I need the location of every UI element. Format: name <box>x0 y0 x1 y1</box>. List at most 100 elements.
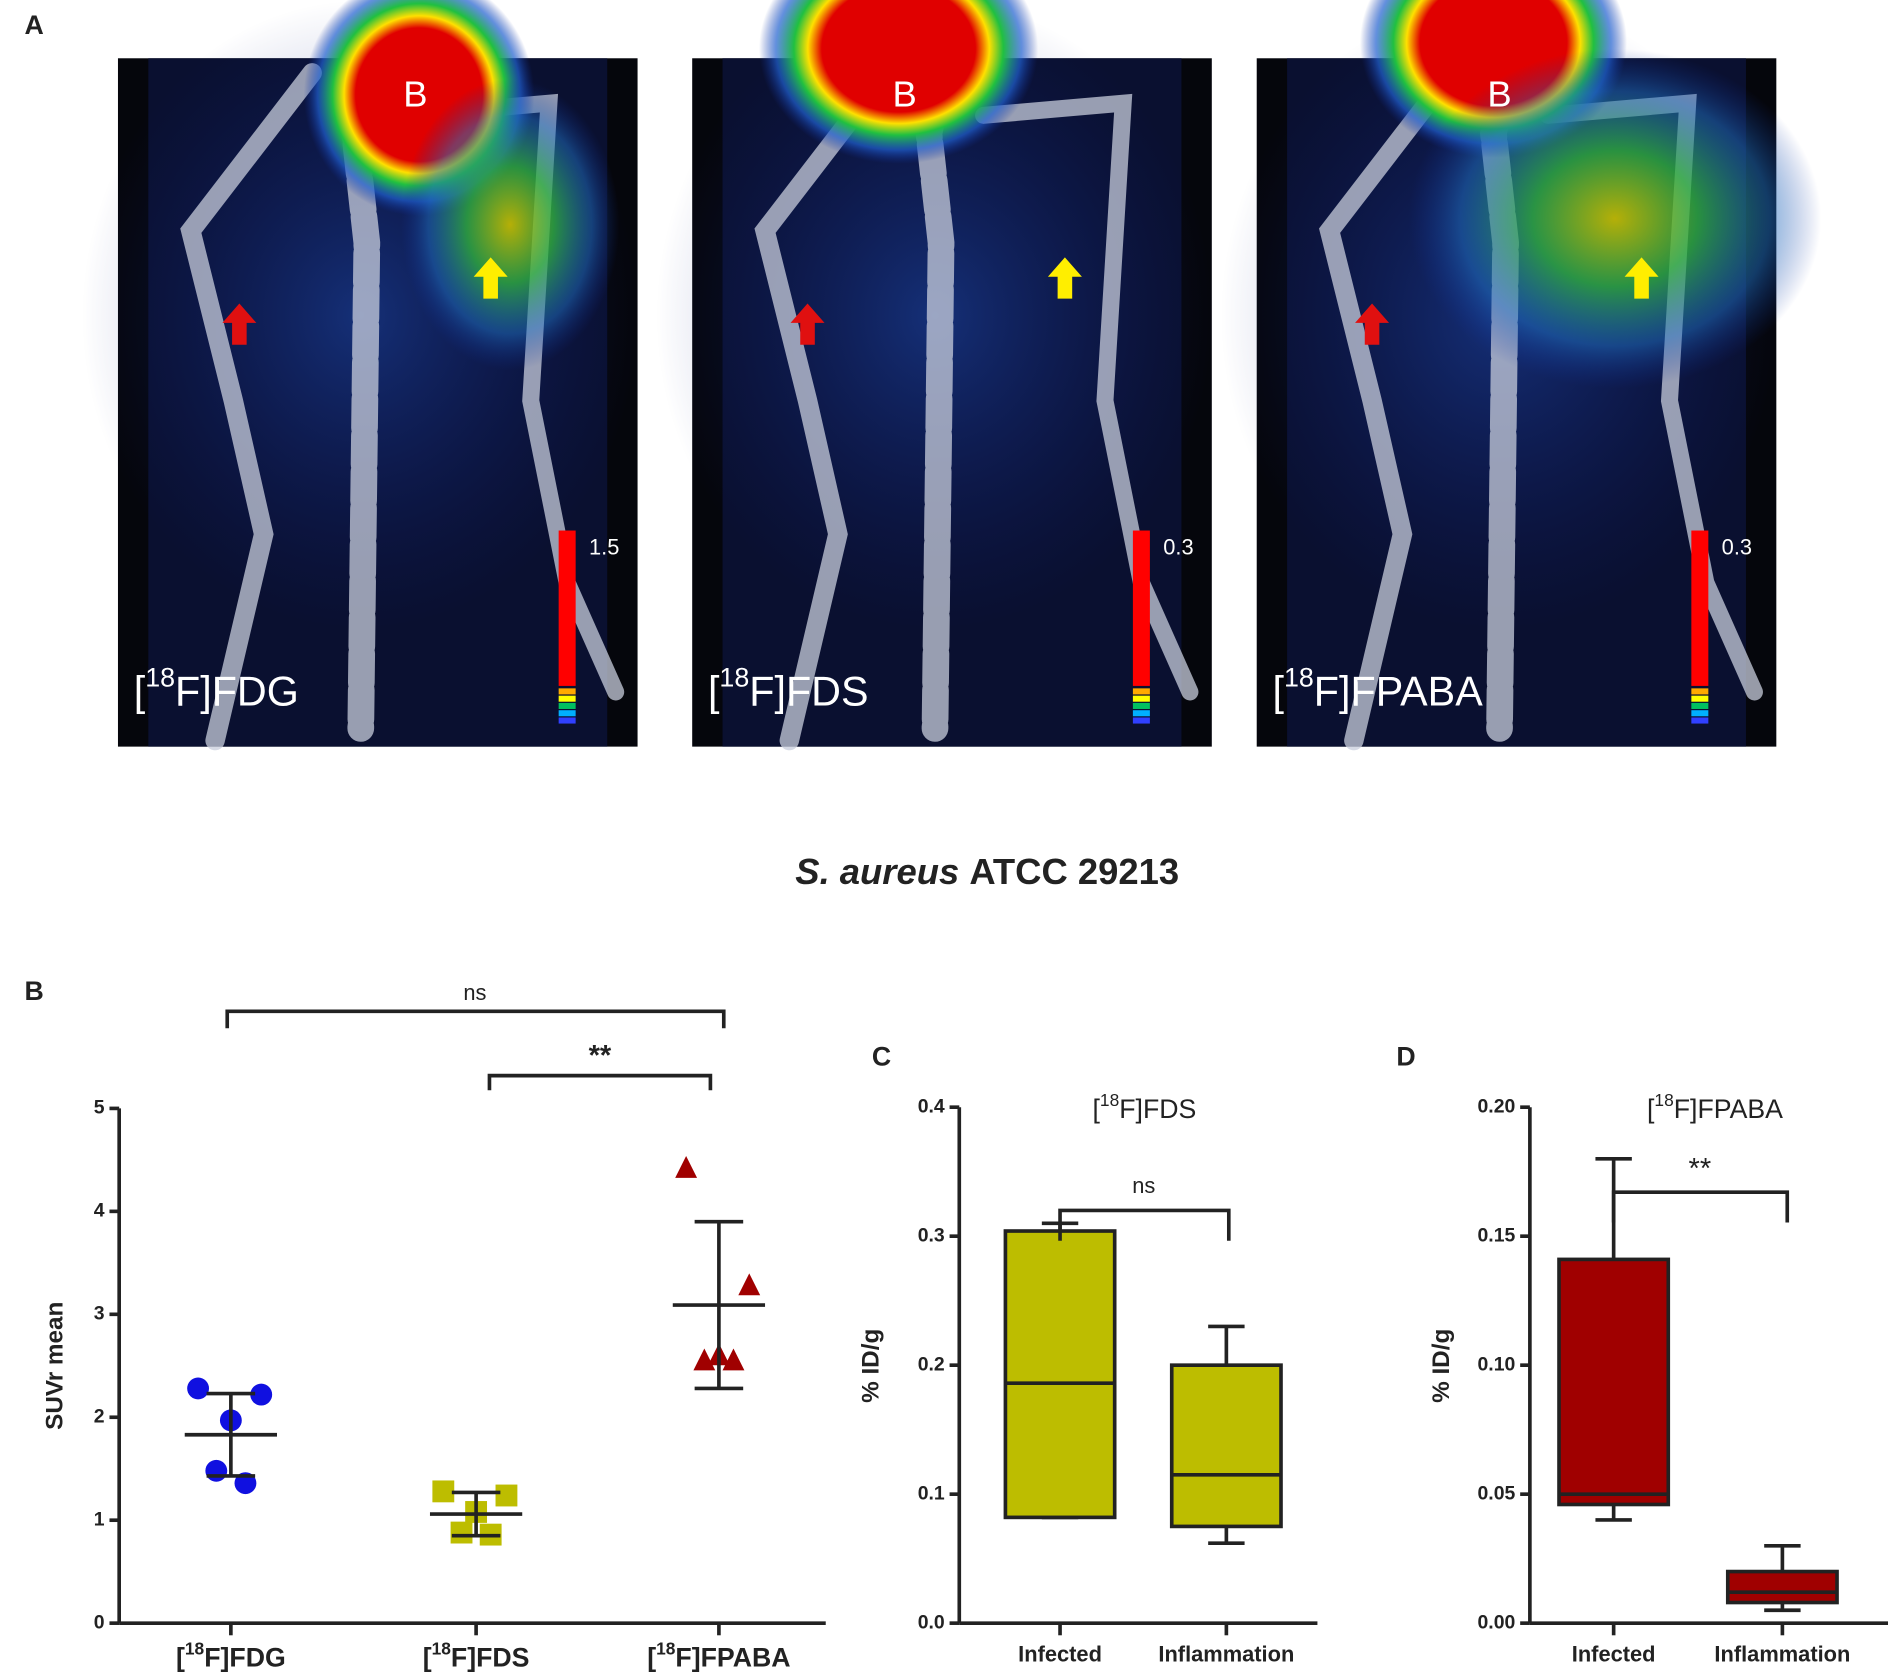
uptake-bladder <box>759 0 1039 164</box>
bone <box>915 59 955 742</box>
bone <box>1319 63 1461 751</box>
bone <box>754 63 897 751</box>
colorbar-cell <box>1691 717 1709 724</box>
arrow <box>1624 257 1659 299</box>
colorbar-cell <box>558 695 576 702</box>
panel-label: C <box>872 1042 891 1072</box>
y-tick-label: 0.1 <box>918 1482 945 1504</box>
data-point <box>738 1273 761 1296</box>
bone <box>180 63 322 751</box>
y-tick-label: 1 <box>94 1508 105 1530</box>
tracer-label: [18F]FDS <box>708 663 869 715</box>
tracer-name: F]FDG <box>204 1643 286 1673</box>
x-tick-label: [18F]FPABA <box>647 1638 790 1672</box>
colorbar-cell <box>558 717 576 724</box>
region-label: B <box>403 74 427 115</box>
arrow <box>1355 303 1390 345</box>
tracer-name: F]FPABA <box>675 1643 790 1673</box>
x-tick-label: Infected <box>1572 1642 1656 1667</box>
box <box>1725 1569 1839 1605</box>
tracer-isotope: 18 <box>145 663 175 693</box>
y-axis-label: % ID/g <box>857 1329 884 1403</box>
y-axis-label: SUVr mean <box>41 1302 68 1430</box>
tracer-isotope: 18 <box>1284 663 1314 693</box>
title-rest: ATCC 29213 <box>969 851 1179 892</box>
tracer-label: [18F]FDG <box>134 663 299 715</box>
tracer-bracket: [ <box>134 668 146 714</box>
y-axis-label: % ID/g <box>1428 1329 1455 1403</box>
colorbar-cell <box>1132 717 1150 724</box>
y-tick-label: 0.20 <box>1478 1095 1516 1117</box>
box <box>1557 1257 1671 1507</box>
colorbar-cell <box>1691 688 1709 695</box>
tracer-name: F]FPABA <box>1674 1094 1783 1124</box>
y-tick-label: 2 <box>94 1405 105 1427</box>
tracer-bracket: [ <box>708 668 720 714</box>
arrow <box>790 303 825 345</box>
tracer-label: [18F]FPABA <box>1273 663 1484 715</box>
y-tick-label: 0.15 <box>1478 1224 1516 1246</box>
sd-bar <box>694 1219 744 1391</box>
tracer-isotope: 18 <box>432 1638 452 1658</box>
y-tick-label: 0 <box>94 1611 105 1633</box>
significance-label: ns <box>463 980 486 1005</box>
whisker <box>1208 1324 1245 1366</box>
y-tick-label: 0.00 <box>1478 1611 1516 1633</box>
data-point <box>450 1521 473 1544</box>
y-tick-label: 0.05 <box>1478 1482 1516 1504</box>
tracer-name: F]FPABA <box>1314 668 1483 714</box>
colorbar-cell <box>558 688 576 695</box>
data-point <box>187 1377 210 1400</box>
tracer-isotope: 18 <box>185 1638 205 1658</box>
tracer-isotope: 18 <box>656 1638 676 1658</box>
whisker <box>1764 1543 1801 1572</box>
data-point <box>675 1155 698 1178</box>
panel-label: A <box>24 10 43 40</box>
x-tick-label: Inflammation <box>1714 1642 1850 1667</box>
title-italic: S. aureus <box>795 851 959 892</box>
colorbar <box>558 530 576 686</box>
data-point <box>205 1459 228 1482</box>
figure-title: S. aureus ATCC 29213 <box>795 851 1179 892</box>
colorbar-cell <box>1132 710 1150 717</box>
region-label: B <box>1487 74 1511 115</box>
x-tick-label: Infected <box>1018 1642 1102 1667</box>
tracer-name: F]FDS <box>1119 1094 1196 1124</box>
box <box>1169 1363 1283 1529</box>
x-tick-label: Inflammation <box>1158 1642 1294 1667</box>
uptake-site <box>400 78 620 371</box>
data-point <box>693 1348 716 1371</box>
colorbar-max: 1.5 <box>589 535 619 560</box>
y-tick-label: 4 <box>94 1199 105 1221</box>
y-tick-label: 0.0 <box>918 1611 945 1633</box>
significance-label: ** <box>1689 1153 1712 1185</box>
box <box>1003 1229 1117 1520</box>
significance-label: ** <box>589 1040 612 1072</box>
y-tick-label: 0.3 <box>918 1224 945 1246</box>
whisker <box>1595 1504 1632 1522</box>
tracer-isotope: 18 <box>1100 1089 1119 1109</box>
tracer-name: F]FDS <box>451 1643 530 1673</box>
colorbar-cell <box>1691 695 1709 702</box>
uptake-site <box>1408 48 1822 389</box>
sd-bar <box>451 1490 501 1538</box>
tracer-bracket: [ <box>1273 668 1285 714</box>
tracer-isotope: 18 <box>719 663 749 693</box>
colorbar-cell <box>558 702 576 709</box>
tracer-isotope: 18 <box>1654 1089 1673 1109</box>
region-label: B <box>893 74 917 115</box>
colorbar <box>1691 530 1709 686</box>
arrow <box>1047 257 1082 299</box>
colorbar-cell <box>1132 702 1150 709</box>
chart-title: [18F]FDS <box>1093 1089 1197 1123</box>
colorbar-cell <box>1132 688 1150 695</box>
arrow <box>473 257 508 299</box>
significance-bracket <box>1058 1208 1231 1241</box>
arrow <box>222 303 257 345</box>
tracer-name: F]FDS <box>749 668 868 714</box>
data-point <box>250 1383 273 1406</box>
y-tick-label: 5 <box>94 1097 105 1119</box>
y-tick-label: 0.4 <box>918 1095 945 1117</box>
y-tick-label: 0.2 <box>918 1353 945 1375</box>
